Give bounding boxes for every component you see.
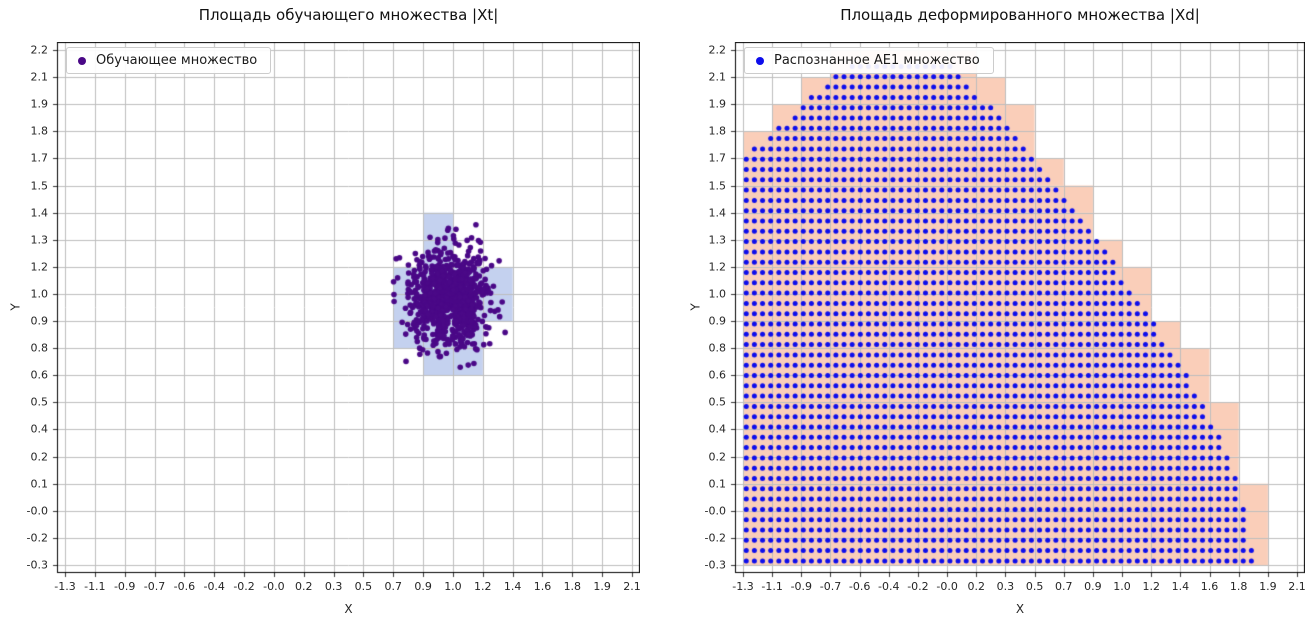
y-tick-label: 0.1 — [708, 477, 727, 491]
y-tick-label: 1.3 — [30, 233, 49, 247]
y-tick-label: 2.2 — [30, 43, 49, 57]
legend-marker-icon — [78, 56, 86, 65]
x-tick-label: 1.6 — [1200, 580, 1219, 593]
legend-label: Обучающее множество — [96, 53, 258, 68]
x-tick-label: 1.4 — [503, 580, 522, 593]
y-tick-label: 0.5 — [708, 395, 727, 409]
x-tick-label: -1.3 — [732, 580, 754, 593]
y-tick-label: 1.8 — [708, 124, 727, 138]
y-tick-label: 0.2 — [708, 450, 727, 464]
x-tick-label: 1.4 — [1171, 580, 1190, 593]
y-tick-label: 1.2 — [708, 260, 727, 274]
x-tick-label: 0.3 — [324, 580, 343, 593]
y-axis-label: Y — [688, 303, 703, 311]
legend-label: Распознанное AE1 множество — [774, 53, 980, 68]
x-tick-label: -1.3 — [54, 580, 76, 593]
y-tick-label: 0.4 — [30, 422, 49, 436]
x-tick-label: 0.5 — [1025, 580, 1044, 593]
x-tick-label: -0.2 — [233, 580, 255, 593]
deformed-set-subplot: Площадь деформированного множества |Xd| … — [658, 0, 1316, 626]
plot-area: Распознанное AE1 множество -1.3 -1.1 -0.9-… — [705, 42, 1306, 593]
x-tick-label: 0.2 — [294, 580, 313, 593]
y-tick-label: 1.5 — [708, 179, 727, 193]
y-tick-label: 1.9 — [30, 97, 49, 111]
y-tick-label: -0.2 — [704, 531, 726, 545]
y-tick-label: -0.0 — [704, 504, 726, 518]
y-tick-label: 0.8 — [30, 341, 49, 355]
x-tick-label: 1.0 — [444, 580, 462, 593]
y-tick-label: 1.0 — [708, 287, 727, 301]
y-tick-label: 1.9 — [708, 97, 727, 111]
x-tick-label: -0.0 — [263, 580, 285, 593]
x-tick-label: -1.1 — [84, 580, 106, 593]
legend: Распознанное AE1 множество — [744, 47, 994, 74]
plot-canvas — [729, 42, 1305, 579]
x-tick-label: -0.7 — [143, 580, 166, 593]
y-tick-label: 0.6 — [30, 368, 49, 382]
x-tick-label: 2.1 — [1288, 580, 1306, 593]
y-tick-label: 1.4 — [30, 206, 49, 220]
x-tick-label: -0.6 — [173, 580, 196, 593]
y-tick-label: 2.1 — [708, 70, 727, 84]
y-tick-label: 0.2 — [30, 450, 49, 464]
x-tick-label: 0.3 — [996, 580, 1015, 593]
y-tick-label: -0.3 — [704, 558, 726, 572]
y-tick-label: 2.1 — [30, 70, 49, 84]
x-tick-label: 0.5 — [354, 580, 373, 593]
x-tick-label: 2.1 — [623, 580, 641, 593]
y-axis-label: Y — [8, 303, 23, 311]
x-tick-label: -0.9 — [790, 580, 813, 593]
y-tick-label: 0.5 — [30, 395, 49, 409]
plot-canvas — [51, 42, 640, 579]
x-axis-label: X — [1015, 602, 1025, 616]
x-tick-label: 1.9 — [593, 580, 611, 593]
x-tick-label: 1.2 — [1142, 580, 1160, 593]
y-tick-label: 1.2 — [30, 260, 49, 274]
x-axis-label: X — [344, 602, 353, 616]
x-tick-label: -0.4 — [878, 580, 900, 593]
x-tick-label: 0.7 — [1054, 580, 1073, 593]
y-tick-label: 1.8 — [30, 124, 49, 138]
x-tick-label: -0.4 — [203, 580, 225, 593]
y-tick-label: 0.9 — [30, 314, 49, 328]
y-tick-label: -0.0 — [26, 504, 48, 518]
x-tick-label: 1.9 — [1259, 580, 1277, 593]
x-tick-label: -0.9 — [113, 580, 136, 593]
x-tick-label: -0.7 — [819, 580, 842, 593]
x-tick-label: -0.6 — [848, 580, 871, 593]
y-tick-label: -0.3 — [26, 558, 48, 572]
y-tick-label: 0.4 — [708, 422, 727, 436]
x-tick-label: -1.1 — [761, 580, 783, 593]
plot-area: Обучающее множество -1.3 -1.1 -0.9 -0.7 -0.6… — [27, 42, 641, 593]
training-set-subplot: Площадь обучающего множества |Xt| Y Обуч… — [8, 6, 641, 616]
y-tick-label: 1.3 — [708, 233, 727, 247]
y-tick-label: 1.4 — [708, 206, 727, 220]
y-tick-label: 0.8 — [708, 341, 727, 355]
x-tick-label: 1.6 — [533, 580, 552, 593]
x-tick-label: 0.7 — [384, 580, 403, 593]
y-tick-label: 2.2 — [708, 43, 727, 57]
y-tick-label: 0.1 — [30, 477, 49, 491]
x-tick-label: 0.9 — [1084, 580, 1102, 593]
y-tick-label: 0.6 — [708, 368, 727, 382]
y-tick-label: 1.7 — [708, 151, 727, 165]
x-tick-label: 1.8 — [563, 580, 582, 593]
y-tick-label: 0.9 — [708, 314, 727, 328]
legend-marker-icon — [756, 56, 764, 65]
y-tick-label: 1.7 — [30, 151, 49, 165]
x-tick-label: 1.0 — [1113, 580, 1131, 593]
y-tick-label: 1.0 — [30, 287, 49, 301]
chart-title: Площадь деформированного множества |Xd| — [840, 6, 1200, 24]
y-tick-label: 1.5 — [30, 179, 49, 193]
x-tick-label: -0.0 — [936, 580, 958, 593]
y-tick-label: -0.2 — [26, 531, 48, 545]
x-tick-label: 1.2 — [474, 580, 492, 593]
chart-title: Площадь обучающего множества |Xt| — [198, 6, 499, 24]
x-tick-label: 1.8 — [1229, 580, 1248, 593]
x-tick-label: 0.9 — [414, 580, 432, 593]
legend: Обучающее множество — [66, 47, 272, 74]
x-tick-label: -0.2 — [907, 580, 929, 593]
x-tick-label: 0.2 — [967, 580, 986, 593]
